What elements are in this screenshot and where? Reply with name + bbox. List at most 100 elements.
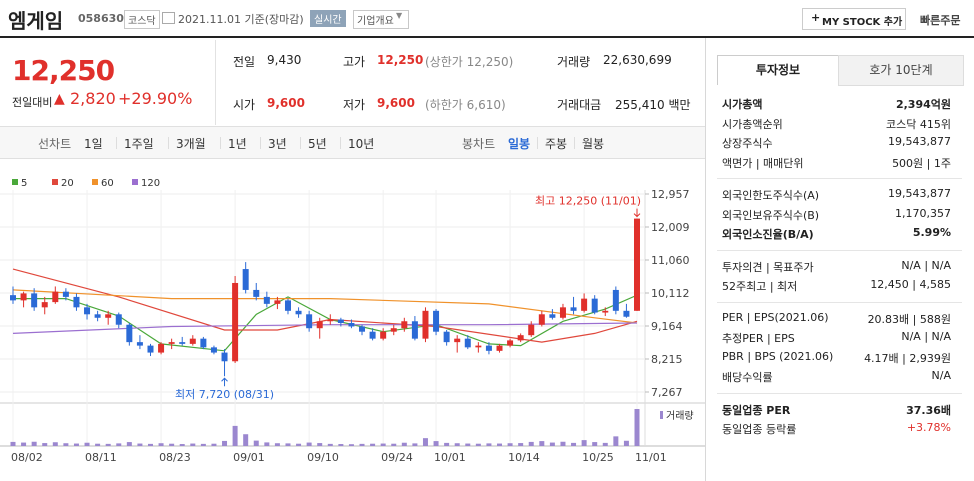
date: 2021.11.01 기준(장마감): [178, 13, 304, 26]
candle-body: [433, 310, 440, 332]
volume-bar: [222, 440, 228, 446]
info-label: 시가총액: [722, 98, 763, 111]
tab[interactable]: 월봉: [582, 137, 605, 151]
volume-bar: [412, 443, 418, 446]
group-separator: [717, 392, 962, 394]
summary-value: 9,600: [267, 96, 305, 110]
tab-separator: [574, 137, 575, 149]
info-label: 배당수익률: [722, 371, 773, 384]
volume-bar: [105, 443, 111, 446]
info-row: PER | EPS(2021.06) 20.83배 | 588원: [722, 311, 951, 326]
candle-body: [115, 314, 122, 325]
panel-tab[interactable]: 호가 10단계: [838, 55, 964, 86]
candle-body: [517, 335, 524, 341]
panel-tab[interactable]: 투자정보: [717, 55, 839, 85]
tab-separator: [260, 137, 261, 149]
candle-body: [411, 321, 418, 339]
volume-bar: [296, 443, 302, 446]
volume-bar: [95, 443, 101, 446]
tab[interactable]: 주봉: [545, 137, 568, 151]
candle-body: [337, 319, 344, 323]
tab[interactable]: 1년: [228, 137, 247, 151]
info-label: 상장주식수: [722, 137, 773, 150]
volume-bar: [179, 444, 185, 446]
y-tick-label: 8,215: [651, 353, 683, 366]
tab[interactable]: 3년: [268, 137, 287, 151]
overview-button[interactable]: 기업개요: [353, 10, 409, 29]
tab[interactable]: 10년: [348, 137, 375, 151]
summary-value: 22,630,699: [603, 53, 672, 67]
candle-body: [369, 331, 376, 339]
legend-swatch: [52, 179, 58, 185]
volume-bar: [147, 443, 153, 446]
volume-bar: [444, 442, 450, 446]
summary-label: 전일: [233, 55, 256, 69]
legend-label: 5: [21, 178, 27, 189]
candle-body: [623, 310, 630, 317]
change-label: 전일대비: [12, 96, 53, 109]
my-stock-button[interactable]: [802, 8, 906, 30]
rate: +29.90%: [118, 89, 193, 108]
tab[interactable]: 일봉: [508, 137, 531, 151]
volume-bar: [73, 443, 79, 446]
quick-order[interactable]: 빠른주문: [920, 14, 961, 27]
volume-bar: [211, 443, 217, 446]
tab[interactable]: 봉차트: [462, 137, 496, 151]
candle-body: [73, 296, 80, 308]
volume-bar: [243, 434, 249, 446]
volume-label: 거래량: [666, 410, 694, 422]
tab-separator: [116, 137, 117, 149]
up-icon: ▲: [54, 91, 65, 107]
candle-body: [52, 291, 59, 303]
info-value: 12,450 | 4,585: [870, 278, 951, 291]
candle-body: [422, 310, 429, 339]
volume-bar: [528, 441, 534, 446]
candle-body: [41, 302, 48, 308]
info-value: 코스닥 415위: [886, 117, 951, 131]
candle-body: [94, 314, 101, 318]
candle-body: [359, 326, 366, 332]
x-tick-label: 08/23: [159, 451, 191, 464]
info-label: 추정PER | EPS: [722, 332, 795, 345]
stock-name: 엠게임: [8, 9, 64, 33]
info-value: 5.99%: [912, 226, 951, 239]
candle-body: [559, 307, 566, 318]
volume-bar: [338, 444, 344, 446]
x-tick-label: 09/10: [307, 451, 339, 464]
tab[interactable]: 선차트: [38, 137, 72, 151]
volume-bar: [137, 443, 143, 446]
candle-body: [189, 338, 196, 344]
my-stock-label[interactable]: MY STOCK 추가: [822, 17, 903, 28]
summary-value: 9,600: [377, 96, 415, 110]
info-label: 동일업종 PER: [722, 403, 791, 417]
volume-bar: [190, 443, 196, 446]
volume-bar: [539, 441, 545, 446]
legend-swatch: [132, 179, 138, 185]
tab[interactable]: 1일: [84, 137, 103, 151]
realtime-badge[interactable]: 실시간: [310, 10, 346, 27]
candle-body: [390, 328, 397, 332]
volume-bar: [507, 443, 513, 446]
x-tick-label: 09/24: [381, 451, 413, 464]
candle-body: [284, 300, 291, 311]
y-tick-label: 9,164: [651, 320, 683, 333]
candle-body: [538, 314, 545, 325]
candle-body: [232, 282, 239, 362]
volume-bar: [264, 442, 270, 446]
candle-body: [507, 340, 514, 346]
summary-note: (상한가 12,250): [425, 55, 514, 69]
tab-separator: [300, 137, 301, 149]
candle-body: [581, 298, 588, 311]
plus-icon: +: [811, 11, 821, 24]
info-row: 추정PER | EPS N/A | N/A: [722, 330, 951, 346]
volume-bar: [126, 442, 132, 446]
y-tick-label: 10,112: [651, 287, 690, 300]
x-tick-label: 08/02: [11, 451, 43, 464]
tab[interactable]: 1주일: [124, 137, 154, 151]
tab[interactable]: 5년: [308, 137, 327, 151]
x-tick-label: 10/25: [582, 451, 614, 464]
tab[interactable]: 3개월: [176, 137, 206, 151]
info-label: 외국인보유주식수(B): [722, 208, 820, 222]
candle-body: [634, 218, 640, 311]
candle-body: [316, 321, 323, 329]
